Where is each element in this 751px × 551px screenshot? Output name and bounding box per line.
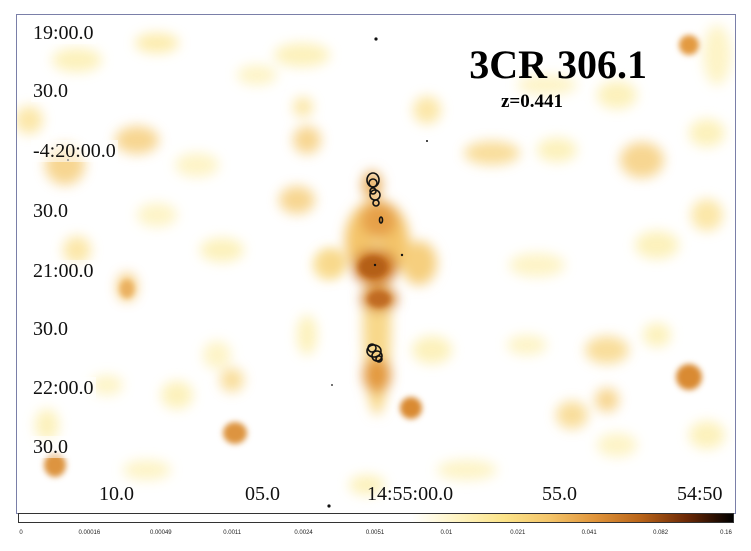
colorbar-tick-label: 0.021	[510, 530, 526, 536]
colorbar-tick-label: 0.00049	[149, 530, 172, 536]
colorbar-tick-label: 0.16	[720, 530, 732, 536]
colorbar-tick-label: 0	[19, 530, 23, 536]
dec-tick-label: 19:00.0	[31, 22, 96, 44]
core	[359, 256, 390, 307]
dec-tick-label: 30.0	[31, 318, 70, 340]
colorbar-tick-label: 0.0011	[223, 530, 242, 536]
bright-sources	[44, 35, 702, 477]
colorbar-tick-label: 0.041	[581, 530, 597, 536]
colorbar-tick-label: 0.082	[653, 530, 669, 536]
ra-tick-label: 55.0	[542, 483, 577, 505]
ra-tick-label: 10.0	[99, 483, 134, 505]
colorbar-tick-label: 0.00016	[78, 530, 101, 536]
dec-tick-label: 22:00.0	[31, 377, 96, 399]
dec-tick-label: 30.0	[31, 200, 70, 222]
colorbar-tick-label: 0.0051	[365, 530, 385, 536]
ra-tick-label: 05.0	[245, 483, 280, 505]
colorbar	[18, 513, 734, 523]
point-sources	[67, 37, 428, 508]
dec-tick-label: 30.0	[31, 80, 70, 102]
object-title: 3CR 306.1	[469, 42, 647, 87]
image-frame: 3CR 306.1 z=0.441 19:00.0 30.0 -4:20:00.…	[16, 14, 736, 514]
colorbar-tick-label: 0.0024	[294, 530, 313, 536]
colorbar-tick-label: 0.01	[440, 530, 453, 536]
background-emission	[17, 25, 731, 495]
redshift-label: z=0.441	[501, 91, 564, 112]
dec-tick-label: 21:00.0	[31, 260, 96, 282]
radio-contours	[366, 172, 384, 363]
ra-tick-label: 54:50	[677, 483, 723, 505]
xray-image	[17, 25, 731, 508]
dec-tick-label: -4:20:00.0	[31, 140, 118, 162]
dec-tick-label: 30.0	[31, 436, 70, 458]
ra-tick-label: 14:55:00.0	[367, 483, 454, 505]
